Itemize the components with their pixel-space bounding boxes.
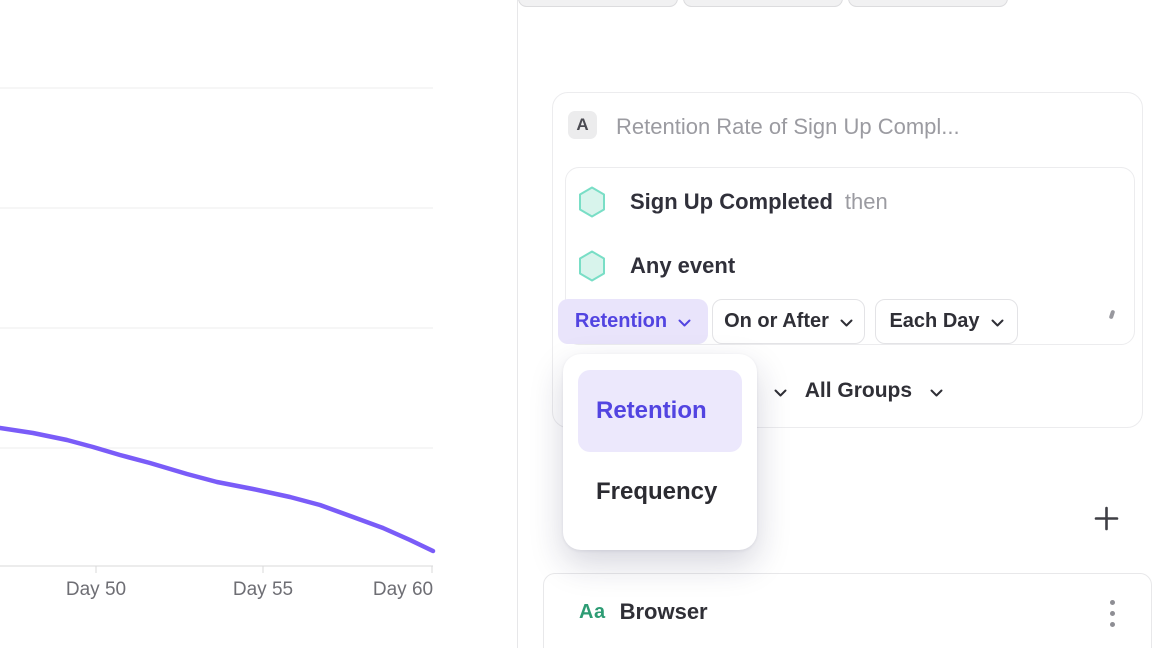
breakdown-property-label: Browser [619, 599, 708, 624]
event-suffix: then [844, 189, 888, 214]
event-name: Sign Up Completed [630, 189, 833, 214]
kebab-menu-icon[interactable] [1105, 595, 1119, 631]
breakdown-row: Aa Browser [579, 574, 708, 648]
retention-series-line[interactable] [0, 425, 436, 554]
behavior-dropdown-label: Retention [574, 310, 668, 332]
interval-dropdown-label: Each Day [889, 310, 980, 332]
add-button[interactable] [1094, 506, 1119, 531]
series-letter-badge[interactable]: A [568, 111, 597, 139]
panel-divider [517, 0, 518, 648]
groups-dropdown[interactable]: All Groups [804, 379, 913, 402]
criteria-dropdown-button[interactable]: On or After [712, 299, 865, 344]
x-axis-label: Day 55 [232, 579, 294, 600]
chevron-down-icon [840, 319, 853, 327]
breakdown-card[interactable]: Aa Browser [543, 573, 1152, 648]
retention-line-chart [0, 87, 436, 573]
chevron-down-icon [930, 389, 943, 397]
chevron-down-icon [991, 319, 1004, 327]
clipped-toolbar-button-2[interactable] [683, 0, 843, 7]
series-title-input[interactable] [614, 112, 1088, 142]
x-axis-label: Day 50 [65, 579, 127, 600]
chevron-down-icon [774, 389, 787, 397]
event-name: Any event [630, 253, 736, 278]
behavior-dropdown-menu: Retention Frequency [563, 354, 757, 550]
event-hexagon-icon [579, 186, 605, 218]
menu-option-frequency[interactable]: Frequency [596, 478, 718, 505]
x-axis-label: Day 60 [372, 579, 434, 600]
clipped-toolbar-button-3[interactable] [848, 0, 1008, 7]
chevron-down-icon [678, 319, 691, 327]
menu-option-retention[interactable]: Retention [578, 370, 742, 452]
clipped-toolbar-button-1[interactable] [518, 0, 678, 7]
metric-row: e All Groups [744, 376, 943, 406]
interval-dropdown-button[interactable]: Each Day [875, 299, 1018, 344]
criteria-dropdown-label: On or After [724, 310, 829, 332]
event-hexagon-icon [579, 250, 605, 282]
retention-chart-panel: Day 50 Day 55 Day 60 [0, 0, 517, 648]
behavior-dropdown-button[interactable]: Retention [558, 299, 708, 344]
event-row-first[interactable]: Sign Up Completed then [578, 185, 888, 219]
event-row-return[interactable]: Any event [578, 249, 747, 283]
string-property-type-icon: Aa [579, 600, 606, 623]
